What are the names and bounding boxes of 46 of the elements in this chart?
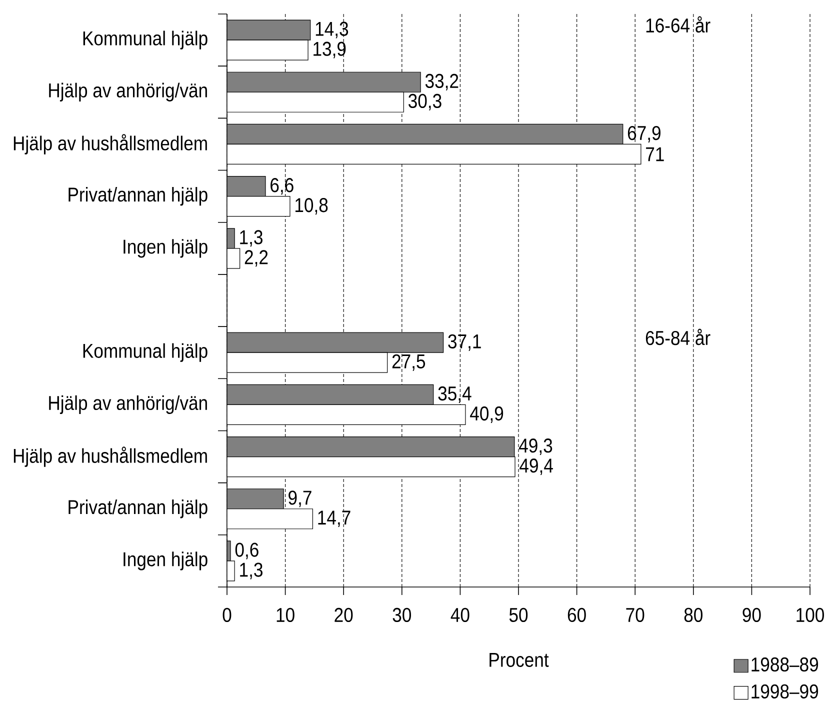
- x-tick-label: 80: [684, 608, 702, 622]
- y-tick-label: Hjälp av hushållsmedlem: [14, 134, 207, 154]
- y-tick-label: Ingen hjälp: [124, 239, 208, 258]
- data-label: 0,6: [235, 542, 258, 560]
- y-tick-label: Hjälp av anhörig/vän: [49, 395, 207, 414]
- data-label: 35,4: [438, 386, 472, 403]
- data-label: 33,2: [425, 74, 458, 90]
- x-axis-title: Procent: [490, 653, 549, 667]
- data-label: 67,9: [628, 126, 660, 142]
- data-label: 37,1: [448, 334, 481, 351]
- data-label: 49,3: [519, 438, 552, 456]
- x-tick-label: 40: [450, 608, 470, 622]
- data-label: 2,2: [244, 250, 268, 267]
- y-tick-label: Kommunal hjälp: [83, 343, 208, 362]
- data-label: 14,7: [318, 510, 350, 528]
- annotation: 65-84 år: [646, 328, 710, 346]
- data-label: 1,3: [240, 230, 262, 247]
- annotation: 16-64 år: [646, 16, 710, 33]
- data-label: 6,6: [270, 178, 294, 195]
- x-tick-label: 0: [222, 608, 232, 622]
- data-label: 30,3: [408, 94, 442, 110]
- data-label: 27,5: [392, 354, 426, 371]
- x-tick-label: 60: [568, 608, 586, 622]
- data-label: 40,9: [470, 406, 504, 423]
- data-label: 10,8: [296, 198, 328, 215]
- y-tick-label: Hjälp av hushållsmedlem: [14, 446, 207, 467]
- y-tick-label: Hjälp av anhörig/vän: [49, 82, 207, 102]
- legend-label: 1988–89: [752, 657, 818, 672]
- data-label: 13,9: [314, 42, 346, 58]
- x-tick-label: 10: [276, 608, 294, 622]
- data-label: 71: [646, 147, 664, 162]
- data-label: 49,4: [520, 458, 553, 476]
- data-label: 14,3: [316, 22, 348, 38]
- y-tick-label: Privat/annan hjälp: [68, 186, 208, 206]
- data-label: 9,7: [288, 490, 312, 508]
- x-tick-label: 50: [509, 608, 528, 622]
- x-tick-label: 100: [796, 608, 824, 622]
- x-tick-label: 70: [626, 608, 644, 622]
- y-tick-label: Kommunal hjälp: [83, 30, 208, 50]
- y-tick-label: Ingen hjälp: [124, 552, 208, 570]
- data-label: 1,3: [240, 562, 262, 580]
- legend-label: 1998–99: [752, 684, 818, 699]
- x-tick-label: 30: [392, 608, 411, 622]
- y-tick-label: Privat/annan hjälp: [68, 500, 208, 518]
- x-tick-label: 90: [742, 608, 761, 622]
- x-tick-label: 20: [334, 608, 353, 622]
